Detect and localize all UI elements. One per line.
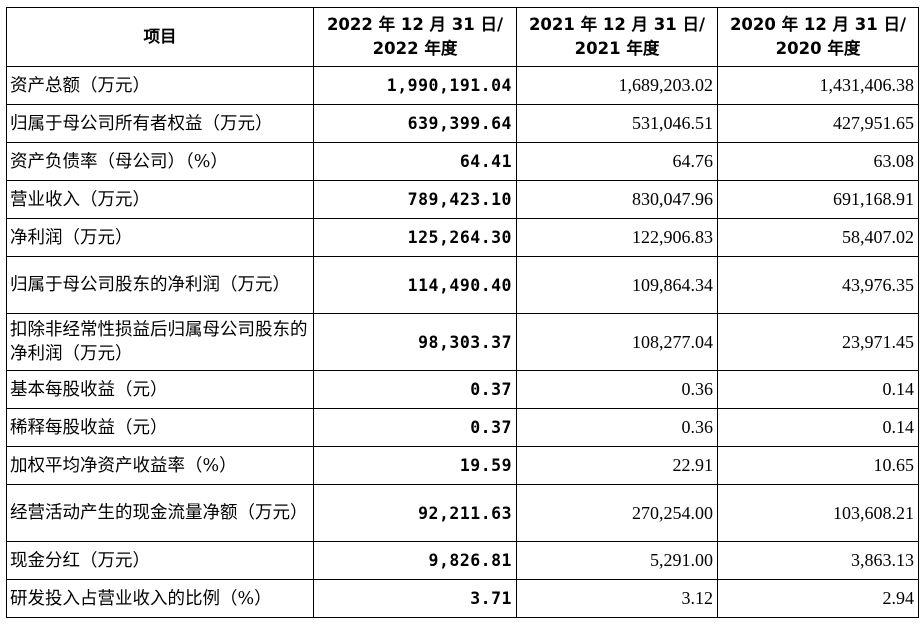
value-2022: 125,264.30 xyxy=(313,218,517,257)
value-2020: 0.14 xyxy=(717,408,919,447)
table-row: 基本每股收益（元） 0.37 0.36 0.14 xyxy=(6,370,919,409)
header-2022: 2022 年 12 月 31 日/ 2022 年度 xyxy=(313,7,517,67)
header-2020-line2: 2020 年度 xyxy=(775,39,861,58)
row-label: 加权平均净资产收益率（%） xyxy=(6,446,314,485)
value-2020: 3,863.13 xyxy=(717,541,919,580)
value-2022: 0.37 xyxy=(313,370,517,409)
row-label: 营业收入（万元） xyxy=(6,180,314,219)
value-2020: 691,168.91 xyxy=(717,180,919,219)
value-2020: 1,431,406.38 xyxy=(717,66,919,105)
header-2021: 2021 年 12 月 31 日/ 2021 年度 xyxy=(516,7,718,67)
value-2021: 0.36 xyxy=(516,370,718,409)
value-2022: 92,211.63 xyxy=(313,484,517,542)
row-label: 稀释每股收益（元） xyxy=(6,408,314,447)
table-row: 营业收入（万元） 789,423.10 830,047.96 691,168.9… xyxy=(6,180,919,219)
value-2021: 531,046.51 xyxy=(516,104,718,143)
financial-data-table: 项目 2022 年 12 月 31 日/ 2022 年度 2021 年 12 月… xyxy=(6,7,919,618)
row-label: 归属于母公司股东的净利润（万元） xyxy=(6,256,314,314)
row-label: 净利润（万元） xyxy=(6,218,314,257)
value-2022: 3.71 xyxy=(313,579,517,618)
row-label: 研发投入占营业收入的比例（%） xyxy=(6,579,314,618)
row-label: 基本每股收益（元） xyxy=(6,370,314,409)
table-row: 经营活动产生的现金流量净额（万元） 92,211.63 270,254.00 1… xyxy=(6,484,919,542)
header-2022-line1: 2022 年 12 月 31 日/ xyxy=(326,15,504,34)
row-label: 归属于母公司所有者权益（万元） xyxy=(6,104,314,143)
value-2020: 103,608.21 xyxy=(717,484,919,542)
table-row: 归属于母公司股东的净利润（万元） 114,490.40 109,864.34 4… xyxy=(6,256,919,314)
value-2020: 58,407.02 xyxy=(717,218,919,257)
row-label: 资产负债率（母公司）（%） xyxy=(6,142,314,181)
header-item: 项目 xyxy=(6,7,314,67)
row-label: 现金分红（万元） xyxy=(6,541,314,580)
value-2021: 64.76 xyxy=(516,142,718,181)
value-2022: 114,490.40 xyxy=(313,256,517,314)
value-2021: 122,906.83 xyxy=(516,218,718,257)
table-row: 现金分红（万元） 9,826.81 5,291.00 3,863.13 xyxy=(6,541,919,580)
header-2021-line2: 2021 年度 xyxy=(574,39,660,58)
value-2022: 64.41 xyxy=(313,142,517,181)
value-2021: 22.91 xyxy=(516,446,718,485)
header-2022-line2: 2022 年度 xyxy=(372,39,458,58)
table-row: 净利润（万元） 125,264.30 122,906.83 58,407.02 xyxy=(6,218,919,257)
value-2021: 5,291.00 xyxy=(516,541,718,580)
value-2020: 23,971.45 xyxy=(717,313,919,371)
value-2021: 0.36 xyxy=(516,408,718,447)
value-2020: 43,976.35 xyxy=(717,256,919,314)
table-row: 归属于母公司所有者权益（万元） 639,399.64 531,046.51 42… xyxy=(6,104,919,143)
value-2021: 830,047.96 xyxy=(516,180,718,219)
row-label: 扣除非经常性损益后归属母公司股东的净利润（万元） xyxy=(6,313,314,371)
header-2020-line1: 2020 年 12 月 31 日/ xyxy=(729,15,907,34)
value-2020: 0.14 xyxy=(717,370,919,409)
table-row: 资产总额（万元） 1,990,191.04 1,689,203.02 1,431… xyxy=(6,66,919,105)
value-2020: 2.94 xyxy=(717,579,919,618)
row-label: 资产总额（万元） xyxy=(6,66,314,105)
value-2022: 9,826.81 xyxy=(313,541,517,580)
value-2022: 19.59 xyxy=(313,446,517,485)
table-row: 加权平均净资产收益率（%） 19.59 22.91 10.65 xyxy=(6,446,919,485)
table-row: 稀释每股收益（元） 0.37 0.36 0.14 xyxy=(6,408,919,447)
table-row: 研发投入占营业收入的比例（%） 3.71 3.12 2.94 xyxy=(6,579,919,618)
header-2021-line1: 2021 年 12 月 31 日/ xyxy=(528,15,706,34)
value-2020: 10.65 xyxy=(717,446,919,485)
row-label: 经营活动产生的现金流量净额（万元） xyxy=(6,484,314,542)
value-2022: 639,399.64 xyxy=(313,104,517,143)
value-2020: 63.08 xyxy=(717,142,919,181)
value-2021: 270,254.00 xyxy=(516,484,718,542)
table-row: 扣除非经常性损益后归属母公司股东的净利润（万元） 98,303.37 108,2… xyxy=(6,313,919,371)
value-2022: 789,423.10 xyxy=(313,180,517,219)
table-row: 资产负债率（母公司）（%） 64.41 64.76 63.08 xyxy=(6,142,919,181)
value-2021: 1,689,203.02 xyxy=(516,66,718,105)
value-2022: 0.37 xyxy=(313,408,517,447)
value-2021: 3.12 xyxy=(516,579,718,618)
table-header-row: 项目 2022 年 12 月 31 日/ 2022 年度 2021 年 12 月… xyxy=(6,7,919,67)
header-2020: 2020 年 12 月 31 日/ 2020 年度 xyxy=(717,7,919,67)
value-2020: 427,951.65 xyxy=(717,104,919,143)
value-2022: 1,990,191.04 xyxy=(313,66,517,105)
value-2021: 109,864.34 xyxy=(516,256,718,314)
value-2022: 98,303.37 xyxy=(313,313,517,371)
value-2021: 108,277.04 xyxy=(516,313,718,371)
